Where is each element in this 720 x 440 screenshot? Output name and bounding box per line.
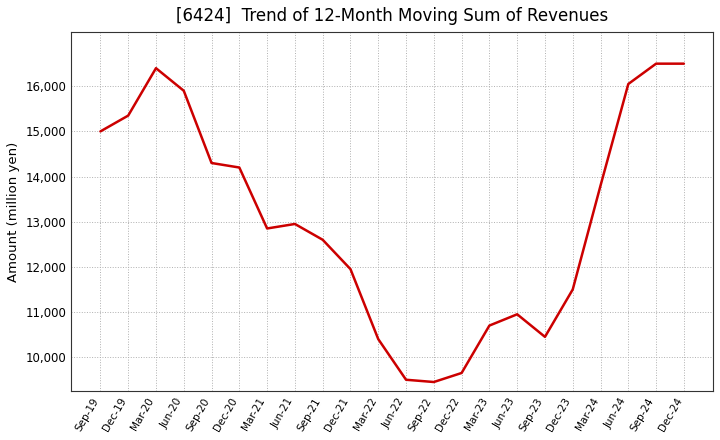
- Title: [6424]  Trend of 12-Month Moving Sum of Revenues: [6424] Trend of 12-Month Moving Sum of R…: [176, 7, 608, 25]
- Y-axis label: Amount (million yen): Amount (million yen): [7, 141, 20, 282]
